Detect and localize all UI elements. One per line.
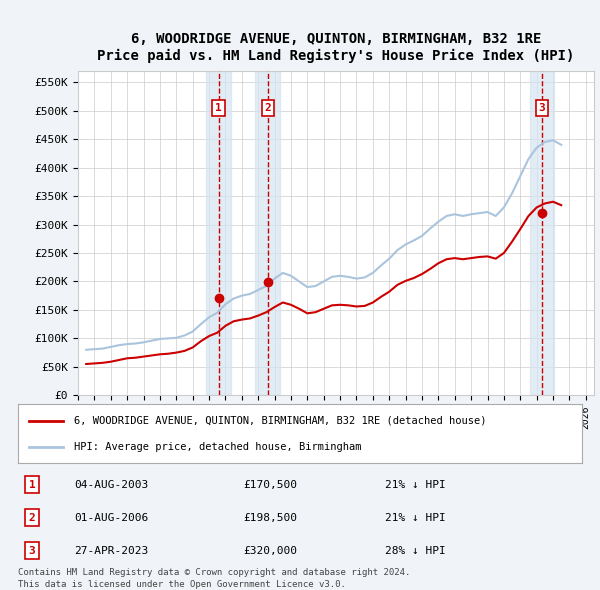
Text: 2: 2 (29, 513, 35, 523)
Bar (530, 71, 554, 395)
Text: 28% ↓ HPI: 28% ↓ HPI (385, 546, 445, 556)
Text: 21% ↓ HPI: 21% ↓ HPI (385, 480, 445, 490)
Text: £170,500: £170,500 (244, 480, 298, 490)
Text: 6, WOODRIDGE AVENUE, QUINTON, BIRMINGHAM, B32 1RE (detached house): 6, WOODRIDGE AVENUE, QUINTON, BIRMINGHAM… (74, 416, 487, 425)
Text: 21% ↓ HPI: 21% ↓ HPI (385, 513, 445, 523)
Text: 3: 3 (29, 546, 35, 556)
Text: 3: 3 (539, 103, 545, 113)
Text: This data is licensed under the Open Government Licence v3.0.: This data is licensed under the Open Gov… (18, 579, 346, 589)
Text: 27-APR-2023: 27-APR-2023 (74, 546, 149, 556)
Text: 1: 1 (215, 103, 222, 113)
Text: 2: 2 (265, 103, 271, 113)
Text: 1: 1 (29, 480, 35, 490)
Text: Contains HM Land Registry data © Crown copyright and database right 2024.: Contains HM Land Registry data © Crown c… (18, 568, 410, 577)
Text: 01-AUG-2006: 01-AUG-2006 (74, 513, 149, 523)
Text: £198,500: £198,500 (244, 513, 298, 523)
Title: 6, WOODRIDGE AVENUE, QUINTON, BIRMINGHAM, B32 1RE
Price paid vs. HM Land Registr: 6, WOODRIDGE AVENUE, QUINTON, BIRMINGHAM… (97, 32, 575, 63)
Bar (206, 71, 231, 395)
Bar (256, 71, 280, 395)
Text: £320,000: £320,000 (244, 546, 298, 556)
Text: HPI: Average price, detached house, Birmingham: HPI: Average price, detached house, Birm… (74, 442, 362, 451)
Text: 04-AUG-2003: 04-AUG-2003 (74, 480, 149, 490)
